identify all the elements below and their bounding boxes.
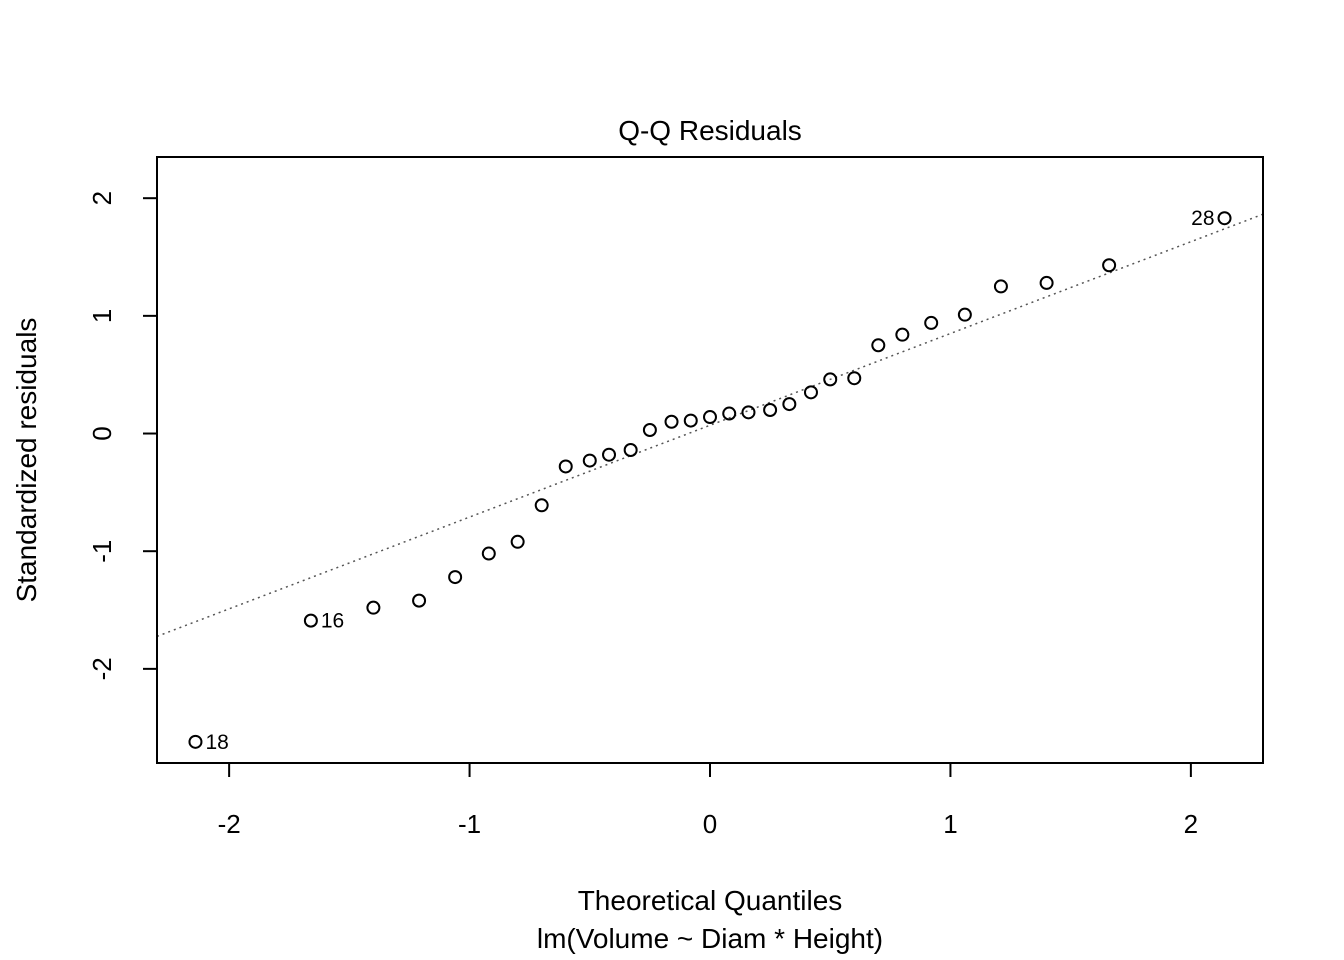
residual-point: [1039, 275, 1054, 290]
residual-point: [510, 534, 525, 549]
residual-point: [188, 734, 203, 749]
y-tick-label: -2: [87, 657, 117, 680]
residual-point: [366, 600, 381, 615]
y-tick-label: 1: [87, 309, 117, 323]
residual-point: [722, 406, 737, 421]
y-tick-label: -1: [87, 540, 117, 563]
residual-point: [924, 315, 939, 330]
residual-point: [957, 307, 972, 322]
residual-point: [763, 402, 778, 417]
residual-point: [683, 413, 698, 428]
x-axis: -2 -1 0 1 2: [218, 763, 1198, 839]
points-layer: [188, 211, 1232, 749]
residual-point: [582, 453, 597, 468]
residual-point: [412, 593, 427, 608]
residual-point: [847, 371, 862, 386]
residual-point: [534, 498, 549, 513]
chart-subtitle: lm(Volume ~ Diam * Height): [537, 923, 883, 954]
residual-point: [741, 405, 756, 420]
x-tick-label: -1: [458, 809, 481, 839]
residual-point: [481, 546, 496, 561]
residual-point: [642, 422, 657, 437]
residual-point: [1217, 211, 1232, 226]
residual-point: [993, 279, 1008, 294]
residual-point: [803, 385, 818, 400]
y-tick-label: 0: [87, 426, 117, 440]
point-labels-layer: 18 16 28: [205, 207, 1214, 754]
residual-point: [895, 327, 910, 342]
x-tick-label: 0: [703, 809, 717, 839]
residual-point: [871, 338, 886, 353]
x-tick-label: -2: [218, 809, 241, 839]
residual-point: [303, 613, 318, 628]
x-tick-label: 1: [943, 809, 957, 839]
residual-point: [1102, 258, 1117, 273]
residual-point: [558, 459, 573, 474]
reference-line-layer: [156, 213, 1264, 638]
y-tick-label: 2: [87, 191, 117, 205]
point-label: 16: [321, 610, 344, 633]
x-tick-label: 2: [1184, 809, 1198, 839]
x-axis-title: Theoretical Quantiles: [578, 885, 843, 916]
chart-title: Q-Q Residuals: [618, 115, 802, 146]
residual-point: [448, 570, 463, 585]
residual-point: [602, 447, 617, 462]
point-label: 28: [1191, 207, 1214, 230]
residual-point: [703, 410, 717, 425]
point-label: 18: [205, 731, 228, 754]
residual-point: [782, 397, 797, 412]
y-axis: -2 -1 0 1 2: [87, 191, 157, 680]
qq-reference-line: [156, 213, 1264, 638]
y-axis-title: Standardized residuals: [11, 318, 42, 603]
residual-point: [664, 414, 679, 429]
residual-point: [823, 372, 838, 387]
plot-frame: [156, 156, 1264, 764]
residual-point: [623, 442, 638, 457]
